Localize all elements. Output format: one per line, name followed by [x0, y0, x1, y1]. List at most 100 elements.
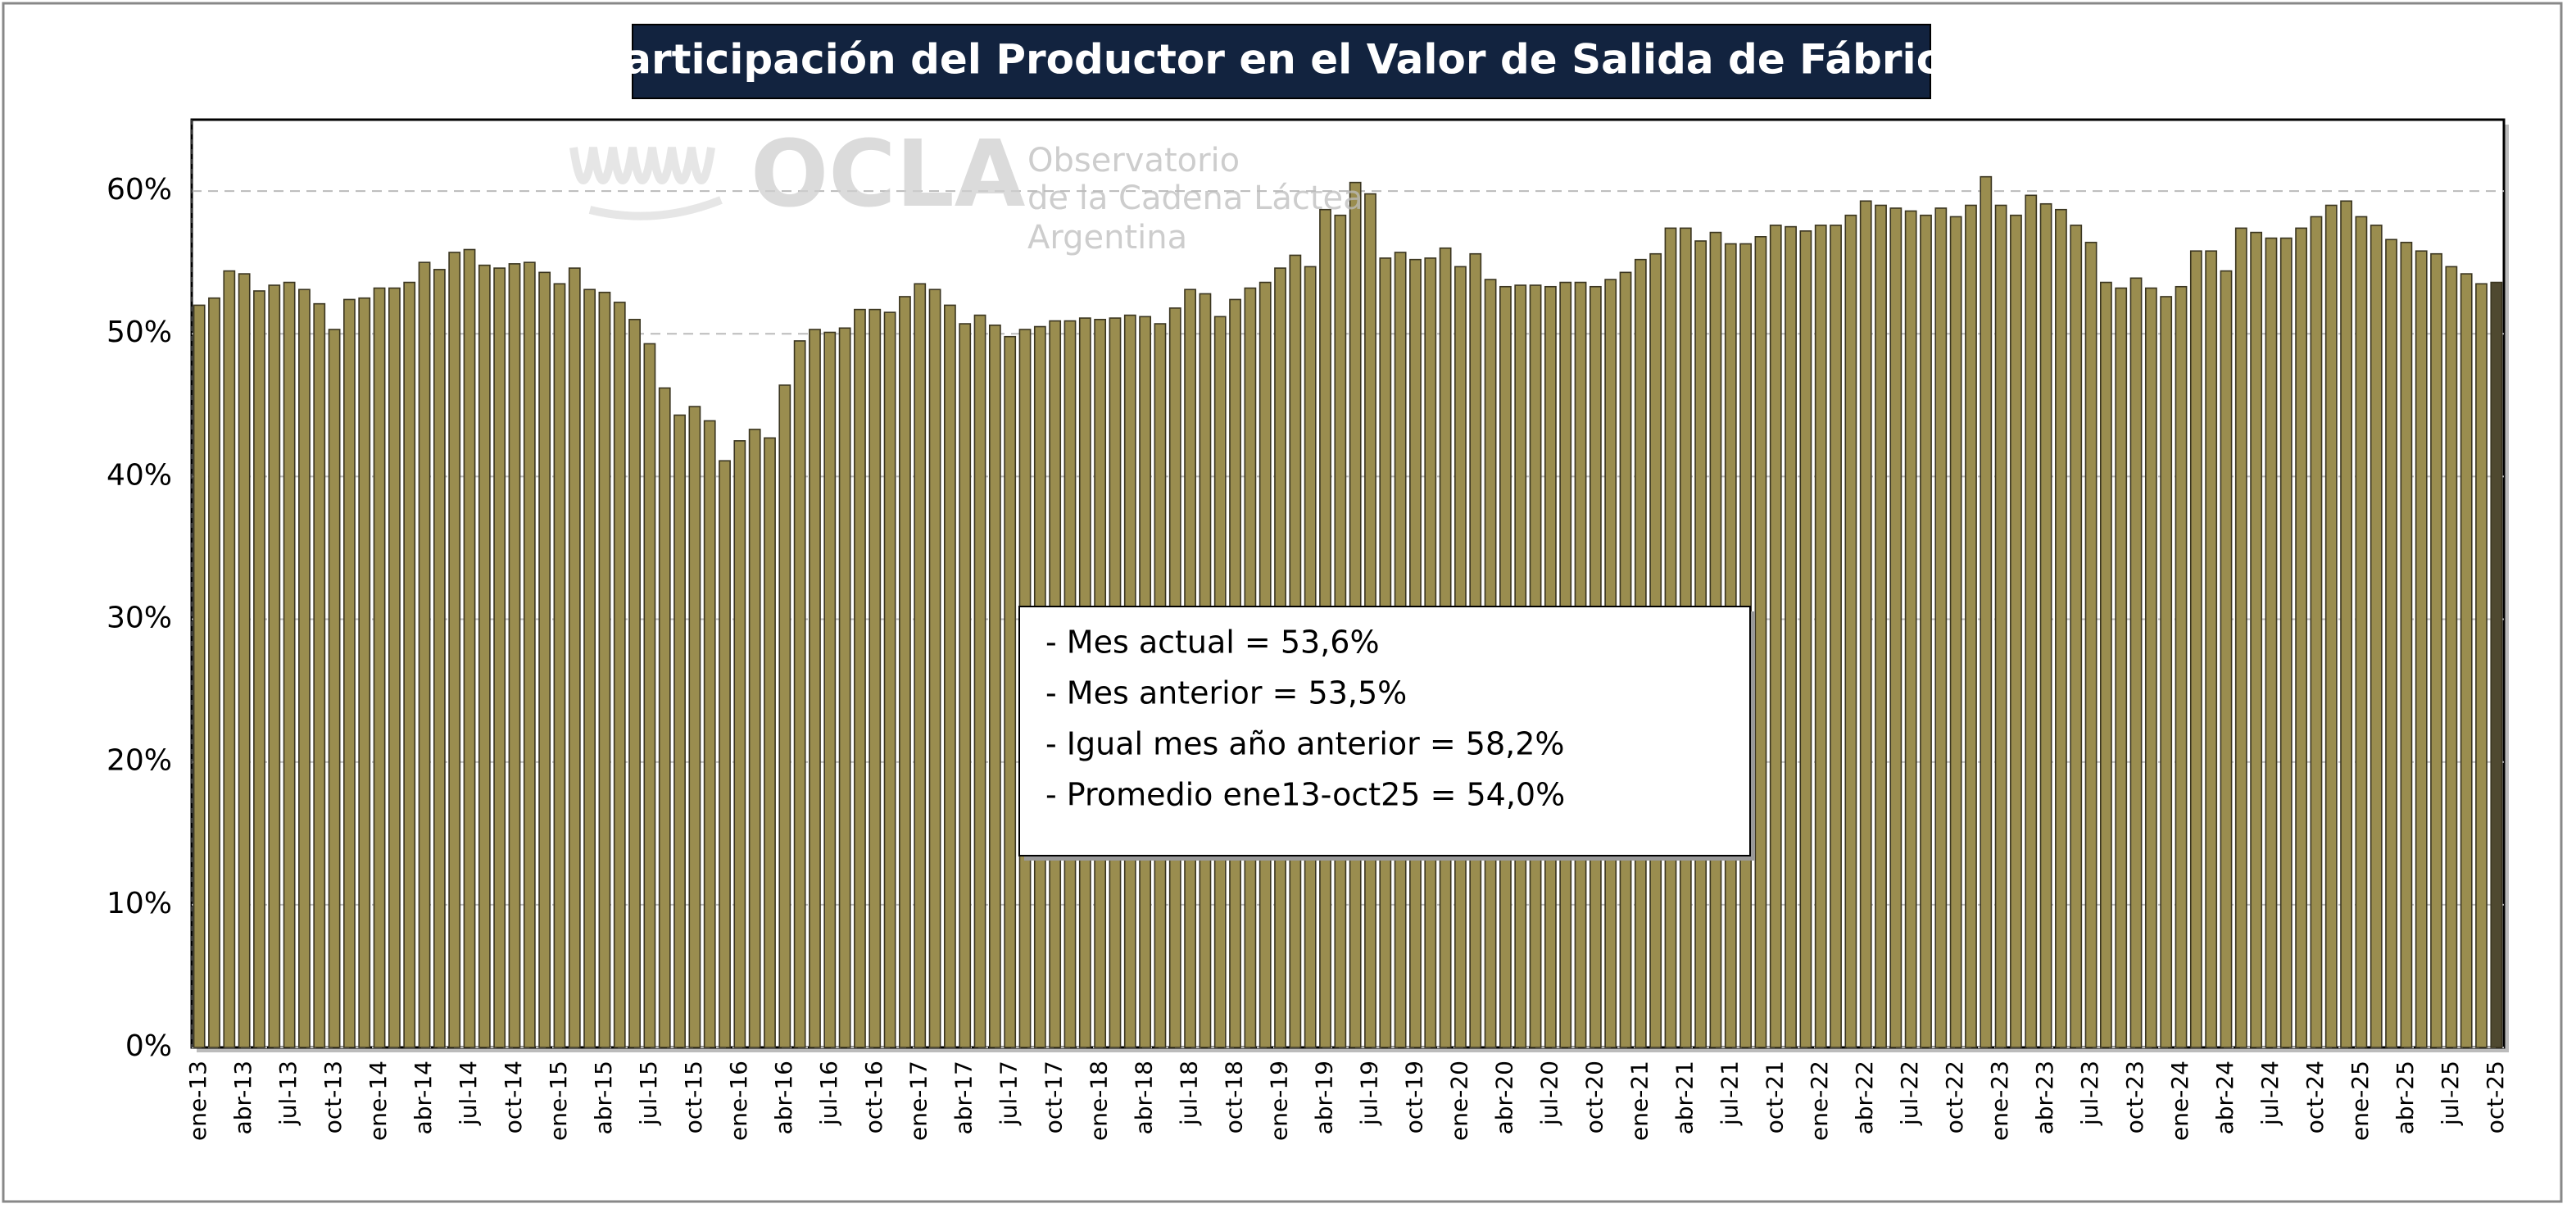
- bar: [1814, 225, 1827, 1048]
- bar: [1799, 230, 1812, 1048]
- x-tick-label: abr-13: [229, 1061, 256, 1134]
- x-tick-label: abr-16: [770, 1061, 797, 1134]
- x-tick-label: ene-19: [1266, 1061, 1293, 1141]
- bar: [313, 302, 326, 1048]
- bar: [223, 270, 236, 1048]
- x-tick-label: oct-18: [1221, 1061, 1248, 1133]
- annotation-text: - Mes actual = 53,6%: [1045, 625, 1380, 661]
- watermark-text: Argentina: [1027, 219, 1187, 257]
- bar: [2430, 252, 2442, 1048]
- watermark-text: de la Cadena Láctea: [1027, 179, 1363, 217]
- bar: [478, 264, 491, 1048]
- x-tick-label: jul-22: [1896, 1061, 1923, 1126]
- x-tick-label: ene-22: [1806, 1061, 1833, 1141]
- bar: [418, 261, 431, 1048]
- bar: [1785, 225, 1797, 1048]
- bar: [388, 287, 401, 1048]
- annotation-box: [1018, 606, 1751, 856]
- bar: [2295, 227, 2308, 1048]
- bar: [283, 281, 296, 1048]
- bar: [523, 261, 536, 1048]
- x-tick-label: abr-25: [2392, 1061, 2419, 1134]
- bar: [1769, 225, 1782, 1048]
- bar: [883, 311, 896, 1048]
- annotation-text: - Promedio ene13-oct25 = 54,0%: [1045, 777, 1565, 813]
- y-tick-label: 30%: [107, 602, 172, 635]
- bar: [2205, 250, 2218, 1048]
- x-tick-label: ene-20: [1445, 1061, 1472, 1141]
- bar: [583, 288, 596, 1048]
- bar: [2099, 281, 2112, 1048]
- bar: [973, 314, 986, 1048]
- x-tick-label: jul-16: [815, 1061, 842, 1126]
- bar: [2490, 281, 2503, 1048]
- bar: [1980, 175, 1993, 1048]
- bar: [1994, 204, 2007, 1048]
- x-tick-label: oct-15: [680, 1061, 707, 1133]
- bar: [253, 290, 265, 1048]
- bar: [2115, 287, 2128, 1048]
- x-tick-label: ene-23: [1986, 1061, 2013, 1141]
- bar: [733, 440, 746, 1048]
- bar: [2324, 204, 2338, 1048]
- bar: [943, 304, 956, 1048]
- x-tick-label: oct-24: [2302, 1061, 2329, 1133]
- x-tick-label: jul-17: [995, 1061, 1023, 1126]
- bar: [793, 340, 806, 1048]
- y-tick-label: 50%: [107, 316, 172, 349]
- bar: [703, 420, 716, 1048]
- bar: [1754, 236, 1767, 1048]
- bar: [298, 288, 311, 1048]
- x-tick-label: abr-15: [590, 1061, 617, 1134]
- bar: [2265, 237, 2278, 1048]
- bar: [748, 429, 761, 1048]
- x-tick-label: jul-14: [455, 1061, 482, 1126]
- x-tick-label: jul-20: [1535, 1061, 1562, 1126]
- bar: [373, 287, 386, 1048]
- bar: [2010, 214, 2022, 1048]
- bar: [433, 269, 446, 1048]
- watermark: OCLA Observatorio de la Cadena Láctea Ar…: [569, 121, 1363, 257]
- bar: [2445, 266, 2458, 1048]
- bar: [643, 343, 656, 1048]
- x-tick-label: oct-22: [1941, 1061, 1968, 1133]
- bar: [193, 304, 206, 1048]
- bar: [343, 298, 356, 1048]
- y-tick-label: 0%: [125, 1029, 172, 1063]
- bar: [2084, 241, 2098, 1048]
- bar: [2175, 285, 2188, 1048]
- bar: [1949, 216, 1962, 1048]
- x-tick-label: abr-24: [2211, 1061, 2238, 1134]
- x-tick-label: abr-21: [1671, 1061, 1698, 1134]
- x-tick-label: oct-19: [1400, 1061, 1427, 1133]
- x-tick-label: jul-25: [2437, 1061, 2464, 1126]
- x-tick-label: oct-21: [1761, 1061, 1788, 1133]
- bar: [208, 297, 220, 1048]
- bar: [688, 406, 701, 1048]
- bar: [2385, 239, 2397, 1048]
- bar: [2025, 194, 2038, 1048]
- bar: [2475, 283, 2488, 1048]
- bar: [1965, 204, 1977, 1048]
- x-tick-label: jul-15: [635, 1061, 662, 1126]
- bar: [628, 319, 641, 1048]
- x-tick-label: ene-16: [725, 1061, 752, 1141]
- x-tick-label: ene-15: [545, 1061, 572, 1141]
- bar: [2039, 202, 2052, 1048]
- bar: [238, 273, 251, 1048]
- bar: [868, 308, 882, 1048]
- bar: [403, 281, 416, 1048]
- x-tick-label: oct-20: [1581, 1061, 1608, 1133]
- bar: [2310, 216, 2323, 1048]
- bar: [2279, 237, 2293, 1048]
- bar: [268, 284, 281, 1048]
- x-tick-label: abr-18: [1131, 1061, 1158, 1134]
- bar: [2370, 225, 2383, 1048]
- y-tick-label: 20%: [107, 744, 172, 778]
- bar: [328, 329, 341, 1048]
- x-tick-label: abr-19: [1311, 1061, 1338, 1134]
- bar: [2415, 250, 2428, 1048]
- bar: [2160, 296, 2173, 1048]
- x-tick-label: oct-17: [1041, 1061, 1068, 1133]
- bar: [2055, 208, 2067, 1048]
